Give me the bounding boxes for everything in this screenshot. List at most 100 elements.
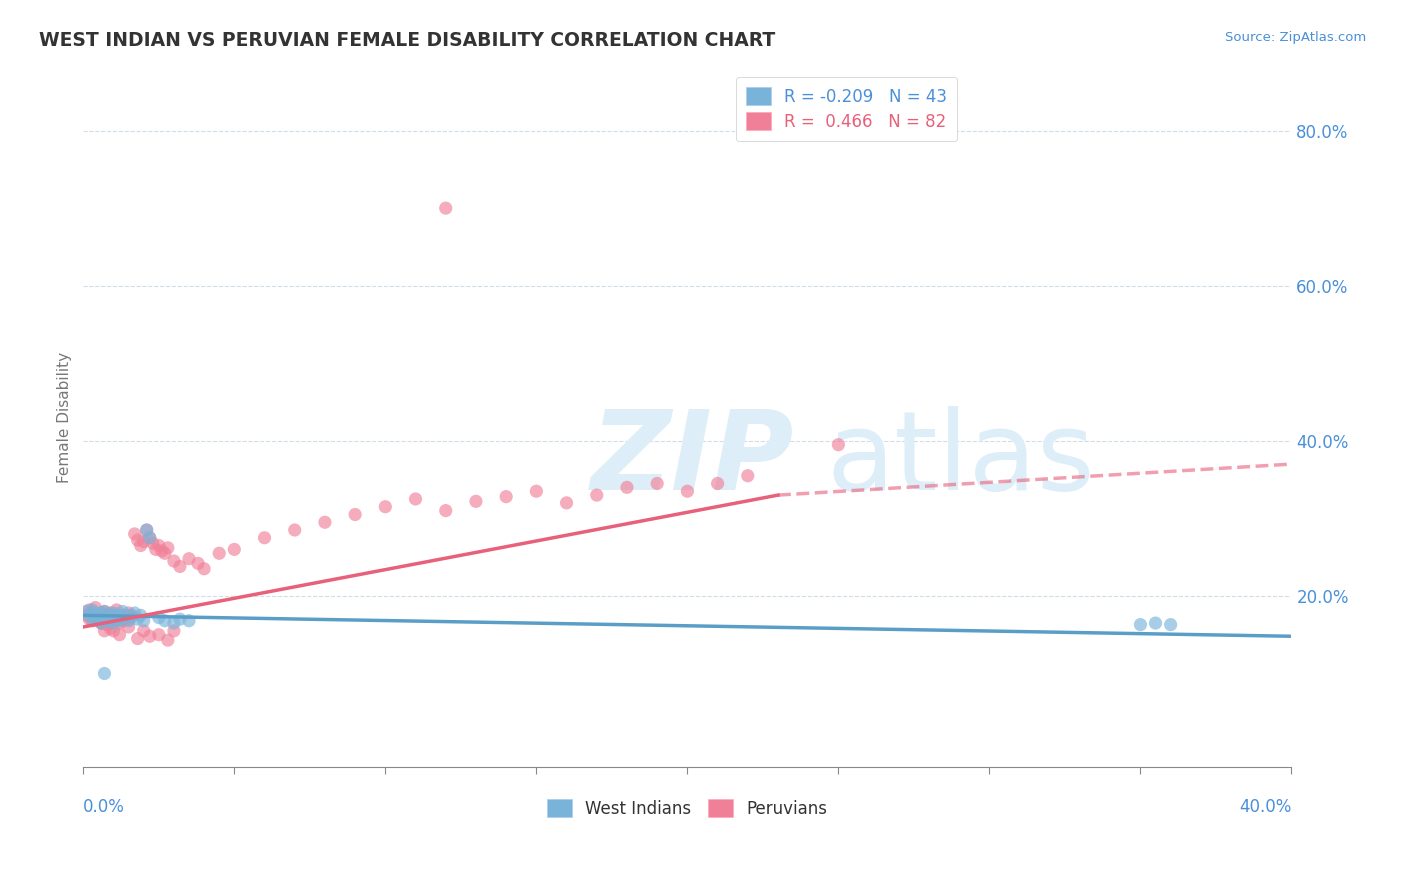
Point [90, 616, 112, 631]
Point [135, 523, 157, 537]
Point [93, 616, 115, 631]
Point [132, 614, 155, 628]
Point [82, 614, 104, 628]
Point [103, 610, 125, 624]
Point [96, 617, 118, 632]
Point [1160, 617, 1182, 632]
Point [100, 610, 122, 624]
Point [82, 603, 104, 617]
Point [139, 531, 162, 545]
Point [105, 603, 128, 617]
Point [90, 616, 112, 631]
Point [121, 610, 143, 624]
Point [208, 546, 231, 560]
Point [193, 562, 215, 576]
Point [82, 612, 104, 626]
Point [108, 608, 131, 623]
Point [555, 496, 578, 510]
Point [121, 608, 143, 623]
Point [96, 608, 118, 623]
Point [124, 606, 146, 620]
Point [82, 606, 104, 620]
Point [100, 616, 122, 631]
Point [153, 614, 176, 628]
Point [111, 608, 134, 623]
Point [90, 616, 112, 631]
Point [495, 490, 517, 504]
Point [616, 480, 638, 494]
Text: ZIP: ZIP [591, 406, 794, 513]
Point [79, 603, 101, 617]
Point [284, 523, 307, 537]
Point [103, 614, 125, 628]
Point [129, 608, 152, 623]
Point [129, 539, 152, 553]
Point [114, 608, 136, 623]
Point [93, 666, 115, 681]
Point [87, 612, 110, 626]
Point [103, 624, 125, 638]
Point [127, 632, 149, 646]
Point [105, 608, 128, 623]
Point [145, 542, 167, 557]
Point [148, 628, 170, 642]
Point [314, 515, 336, 529]
Point [105, 612, 128, 626]
Point [75, 608, 97, 623]
Point [96, 614, 118, 628]
Point [405, 491, 427, 506]
Point [108, 628, 131, 642]
Point [153, 546, 176, 560]
Point [156, 541, 179, 555]
Point [156, 633, 179, 648]
Point [117, 620, 139, 634]
Point [135, 523, 157, 537]
Point [465, 494, 488, 508]
Point [1129, 617, 1152, 632]
Point [163, 554, 186, 568]
Point [585, 488, 607, 502]
Point [96, 612, 118, 626]
Point [163, 624, 186, 638]
Point [93, 604, 115, 618]
Point [187, 557, 209, 571]
Point [79, 612, 101, 626]
Point [93, 624, 115, 638]
Point [117, 614, 139, 628]
Point [142, 536, 165, 550]
Point [177, 551, 200, 566]
Point [148, 610, 170, 624]
Point [93, 610, 115, 624]
Point [827, 438, 849, 452]
Point [169, 559, 191, 574]
Point [84, 610, 107, 624]
Point [434, 503, 457, 517]
Point [87, 608, 110, 623]
Point [93, 604, 115, 618]
Point [132, 534, 155, 549]
Point [253, 531, 276, 545]
Text: WEST INDIAN VS PERUVIAN FEMALE DISABILITY CORRELATION CHART: WEST INDIAN VS PERUVIAN FEMALE DISABILIT… [39, 31, 776, 50]
Point [177, 614, 200, 628]
Point [224, 542, 246, 557]
Point [90, 606, 112, 620]
Text: Source: ZipAtlas.com: Source: ZipAtlas.com [1226, 31, 1367, 45]
Point [148, 539, 170, 553]
Text: atlas: atlas [827, 406, 1095, 513]
Point [132, 624, 155, 638]
Point [75, 604, 97, 618]
Point [163, 616, 186, 631]
Point [103, 606, 125, 620]
Point [100, 606, 122, 620]
Point [374, 500, 396, 514]
Point [127, 612, 149, 626]
Point [127, 533, 149, 547]
Point [706, 476, 728, 491]
Point [100, 608, 122, 623]
Point [93, 608, 115, 623]
Text: 40.0%: 40.0% [1239, 798, 1292, 816]
Point [84, 600, 107, 615]
Point [117, 606, 139, 620]
Point [111, 614, 134, 628]
Legend: West Indians, Peruvians: West Indians, Peruvians [540, 793, 834, 824]
